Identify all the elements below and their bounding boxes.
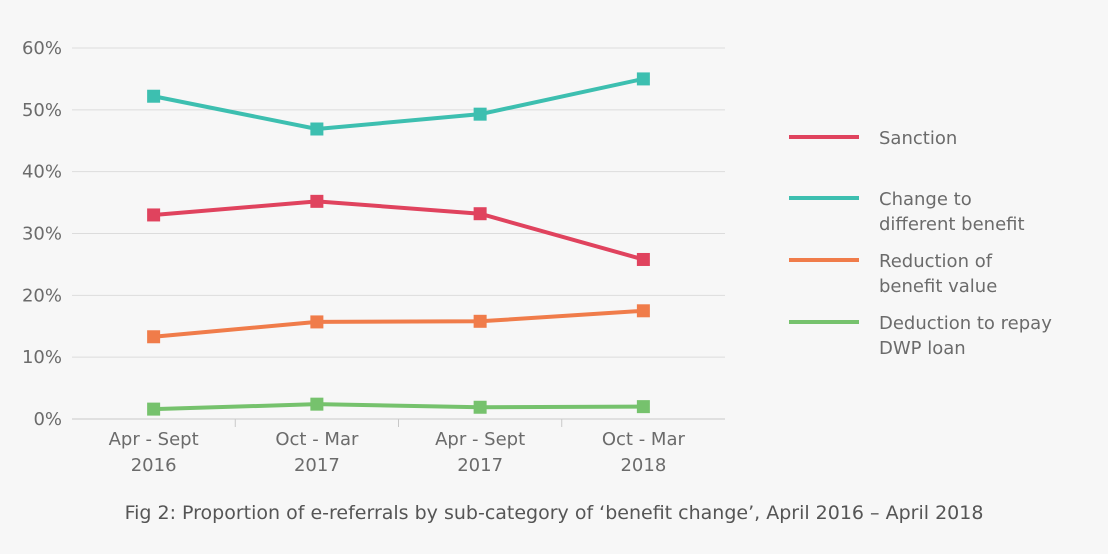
x-tick-label: 2018 [620,455,666,476]
series-line [153,402,644,412]
y-tick-label: 10% [22,347,62,368]
data-point-marker [636,304,650,318]
series-line [153,199,644,262]
legend-label: Change to [879,189,972,210]
data-point-marker [473,314,487,328]
legend-label: Deduction to repay [879,313,1052,334]
data-point-marker [636,72,650,86]
y-tick-label: 60% [22,38,62,59]
x-tick-label: Apr - Sept [435,429,525,450]
legend: Sanction Change to different benefit Reduct… [789,128,1052,359]
y-tick-label: 30% [22,224,62,245]
x-tick-label: 2017 [294,455,340,476]
x-tick-label: 2017 [457,455,503,476]
x-tick-label: 2016 [131,455,177,476]
series-line [153,308,644,339]
y-tick-label: 0% [33,409,62,430]
series-lines [147,72,650,416]
data-point-marker [473,107,487,121]
x-tick-label: Oct - Mar [602,429,686,450]
axes: 0% 10% 20% 30% 40% 50% 60% Apr - Sept 2016 Oct - … [22,38,685,476]
legend-label: Sanction [879,128,957,149]
gridlines [72,47,725,420]
data-point-marker [310,122,324,136]
data-point-marker [473,207,487,221]
data-point-marker [147,330,161,344]
data-point-marker [310,194,324,208]
y-tick-label: 20% [22,285,62,306]
legend-label: different benefit [879,214,1025,235]
data-point-marker [473,400,487,414]
data-point-marker [147,208,161,222]
data-point-marker [147,402,161,416]
chart-title: Fig 2: Proportion of e-referrals by sub-… [124,502,984,524]
data-point-marker [636,252,650,266]
legend-label: Reduction of [879,251,993,272]
data-point-marker [310,397,324,411]
x-tick-label: Oct - Mar [275,429,359,450]
legend-label: DWP loan [879,338,966,359]
legend-label: benefit value [879,276,997,297]
series-line [153,76,644,132]
data-point-marker [636,400,650,414]
y-tick-label: 50% [22,100,62,121]
y-tick-label: 40% [22,162,62,183]
data-point-marker [147,89,161,103]
data-point-marker [310,315,324,329]
x-tick-label: Apr - Sept [109,429,199,450]
